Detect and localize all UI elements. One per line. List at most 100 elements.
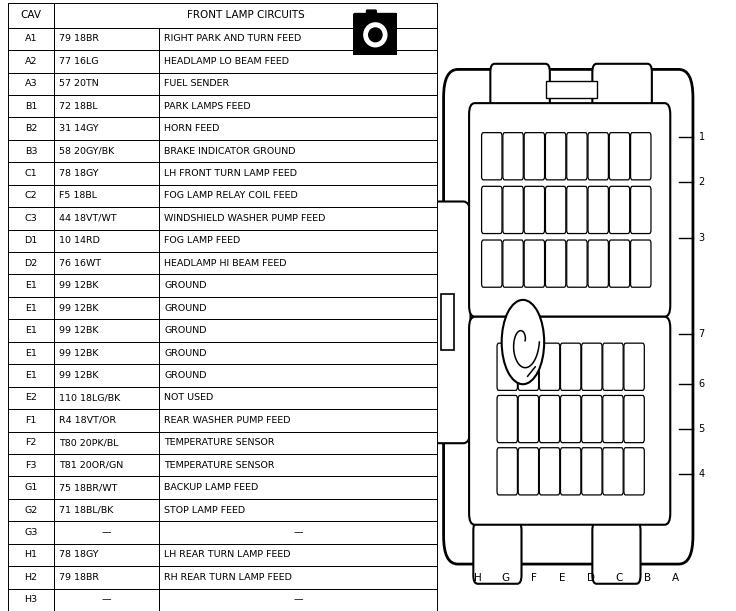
FancyBboxPatch shape — [561, 395, 581, 442]
Text: 2: 2 — [698, 177, 705, 187]
FancyBboxPatch shape — [561, 343, 581, 390]
FancyBboxPatch shape — [624, 395, 644, 442]
FancyBboxPatch shape — [545, 240, 566, 287]
FancyBboxPatch shape — [490, 64, 550, 114]
Text: A1: A1 — [25, 34, 38, 43]
FancyBboxPatch shape — [503, 186, 523, 233]
Text: R4 18VT/OR: R4 18VT/OR — [60, 416, 116, 425]
Text: FUEL SENDER: FUEL SENDER — [164, 79, 230, 88]
Text: RIGHT PARK AND TURN FEED: RIGHT PARK AND TURN FEED — [164, 34, 302, 43]
FancyBboxPatch shape — [545, 133, 566, 180]
FancyBboxPatch shape — [444, 70, 693, 564]
Text: NOT USED: NOT USED — [164, 393, 213, 403]
FancyBboxPatch shape — [631, 133, 651, 180]
FancyBboxPatch shape — [603, 343, 623, 390]
Text: B3: B3 — [25, 147, 38, 156]
Text: 31 14GY: 31 14GY — [60, 124, 99, 133]
FancyBboxPatch shape — [545, 186, 566, 233]
Text: D1: D1 — [24, 236, 38, 246]
FancyBboxPatch shape — [581, 395, 602, 442]
FancyBboxPatch shape — [624, 343, 644, 390]
Text: D2: D2 — [24, 259, 38, 268]
Text: RH REAR TURN LAMP FEED: RH REAR TURN LAMP FEED — [164, 573, 292, 582]
FancyBboxPatch shape — [603, 448, 623, 495]
Text: 7: 7 — [698, 329, 705, 338]
Text: 79 18BR: 79 18BR — [60, 34, 99, 43]
Text: HEADLAMP HI BEAM FEED: HEADLAMP HI BEAM FEED — [164, 259, 287, 268]
Text: 99 12BK: 99 12BK — [60, 281, 99, 290]
Text: H: H — [474, 573, 481, 583]
Bar — [545, 81, 597, 98]
FancyBboxPatch shape — [524, 240, 545, 287]
FancyBboxPatch shape — [469, 103, 670, 316]
Text: 99 12BK: 99 12BK — [60, 348, 99, 357]
Text: C3: C3 — [25, 214, 38, 223]
Text: GROUND: GROUND — [164, 371, 207, 380]
FancyBboxPatch shape — [518, 448, 539, 495]
Text: —: — — [102, 528, 111, 537]
Text: E1: E1 — [25, 371, 37, 380]
FancyBboxPatch shape — [481, 186, 502, 233]
Text: A2: A2 — [25, 57, 38, 66]
Text: 79 18BR: 79 18BR — [60, 573, 99, 582]
FancyBboxPatch shape — [497, 395, 517, 442]
Text: E2: E2 — [25, 393, 37, 403]
FancyBboxPatch shape — [567, 186, 587, 233]
Text: B: B — [644, 573, 651, 583]
Text: D: D — [587, 573, 595, 583]
FancyBboxPatch shape — [631, 186, 651, 233]
Text: G: G — [502, 573, 510, 583]
Text: C: C — [615, 573, 623, 583]
Text: F2: F2 — [25, 438, 37, 447]
Text: 72 18BL: 72 18BL — [60, 101, 98, 111]
Text: —: — — [294, 528, 303, 537]
Text: F3: F3 — [25, 461, 37, 470]
Text: 77 16LG: 77 16LG — [60, 57, 99, 66]
Text: 4: 4 — [698, 469, 705, 479]
Text: T80 20PK/BL: T80 20PK/BL — [60, 438, 118, 447]
Text: G3: G3 — [24, 528, 38, 537]
FancyBboxPatch shape — [497, 343, 517, 390]
Text: 44 18VT/WT: 44 18VT/WT — [60, 214, 117, 223]
Text: H3: H3 — [24, 595, 38, 604]
Text: H1: H1 — [24, 551, 38, 560]
FancyBboxPatch shape — [588, 240, 609, 287]
FancyBboxPatch shape — [624, 448, 644, 495]
Text: G1: G1 — [24, 483, 38, 492]
Text: PARK LAMPS FEED: PARK LAMPS FEED — [164, 101, 251, 111]
Text: TEMPERATURE SENSOR: TEMPERATURE SENSOR — [164, 438, 275, 447]
Text: 3: 3 — [698, 233, 705, 243]
Text: 78 18GY: 78 18GY — [60, 169, 99, 178]
FancyBboxPatch shape — [609, 133, 630, 180]
Text: 57 20TN: 57 20TN — [60, 79, 99, 88]
Text: F1: F1 — [25, 416, 37, 425]
FancyBboxPatch shape — [469, 316, 670, 525]
Text: HORN FEED: HORN FEED — [164, 124, 220, 133]
FancyBboxPatch shape — [497, 448, 517, 495]
Text: TEMPERATURE SENSOR: TEMPERATURE SENSOR — [164, 461, 275, 470]
FancyBboxPatch shape — [481, 133, 502, 180]
Text: STOP LAMP FEED: STOP LAMP FEED — [164, 505, 246, 514]
Text: BACKUP LAMP FEED: BACKUP LAMP FEED — [164, 483, 258, 492]
Text: B2: B2 — [25, 124, 38, 133]
Text: A: A — [673, 573, 679, 583]
Text: C1: C1 — [25, 169, 38, 178]
Text: H2: H2 — [24, 573, 38, 582]
Text: 71 18BL/BK: 71 18BL/BK — [60, 505, 113, 514]
Text: —: — — [102, 595, 111, 604]
Text: 58 20GY/BK: 58 20GY/BK — [60, 147, 115, 156]
Text: E1: E1 — [25, 281, 37, 290]
Text: E1: E1 — [25, 348, 37, 357]
FancyBboxPatch shape — [561, 448, 581, 495]
FancyBboxPatch shape — [481, 240, 502, 287]
Circle shape — [502, 300, 544, 384]
Text: LH FRONT TURN LAMP FEED: LH FRONT TURN LAMP FEED — [164, 169, 297, 178]
Text: —: — — [294, 595, 303, 604]
FancyBboxPatch shape — [539, 448, 560, 495]
Text: BRAKE INDICATOR GROUND: BRAKE INDICATOR GROUND — [164, 147, 296, 156]
FancyBboxPatch shape — [503, 133, 523, 180]
Text: T81 20OR/GN: T81 20OR/GN — [60, 461, 124, 470]
Text: CAV: CAV — [21, 10, 41, 20]
Text: 110 18LG/BK: 110 18LG/BK — [60, 393, 121, 403]
FancyBboxPatch shape — [428, 202, 470, 443]
